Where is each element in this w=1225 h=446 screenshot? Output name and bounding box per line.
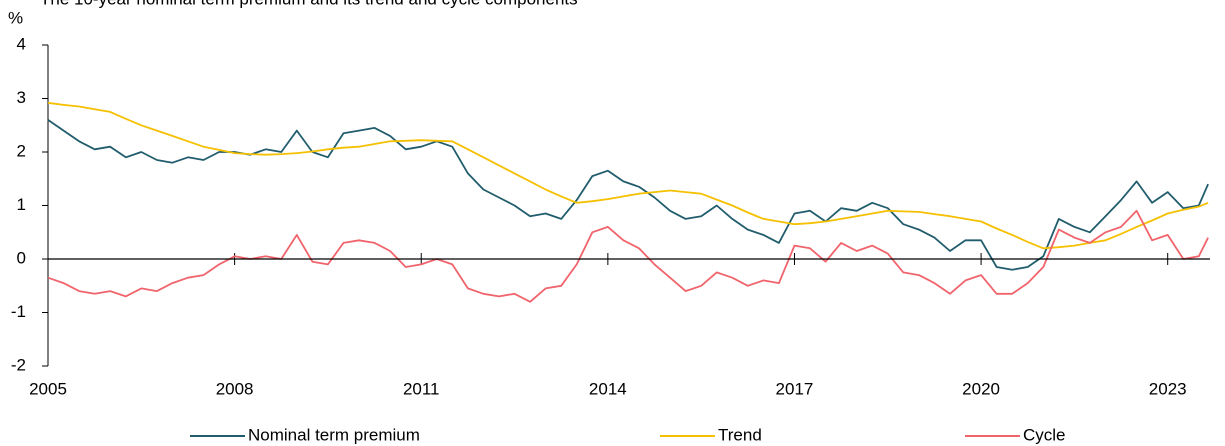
legend-label: Trend — [718, 425, 762, 444]
series-line — [47, 209, 1209, 303]
y-tick-label: -2 — [11, 355, 26, 374]
legend-label: Cycle — [1023, 425, 1066, 444]
x-tick-label: 2017 — [776, 379, 814, 398]
y-tick-label: 4 — [17, 34, 26, 53]
y-tick-label: 1 — [17, 195, 26, 214]
x-tick-label: 2014 — [589, 379, 627, 398]
x-tick-label: 2011 — [403, 379, 440, 398]
x-tick-label: 2005 — [29, 379, 67, 398]
x-tick-label: 2008 — [216, 379, 254, 398]
y-tick-label: -1 — [11, 302, 26, 321]
x-tick-label: 2020 — [962, 379, 1000, 398]
y-tick-label: 3 — [17, 88, 26, 107]
y-tick-label: 0 — [17, 248, 26, 267]
y-axis-label: % — [8, 8, 23, 27]
chart-title: The 10-year nominal term premium and its… — [40, 0, 578, 8]
x-tick-label: 2023 — [1149, 379, 1187, 398]
y-tick-label: 2 — [17, 141, 26, 160]
series-line — [47, 101, 1209, 250]
legend-label: Nominal term premium — [248, 425, 420, 444]
